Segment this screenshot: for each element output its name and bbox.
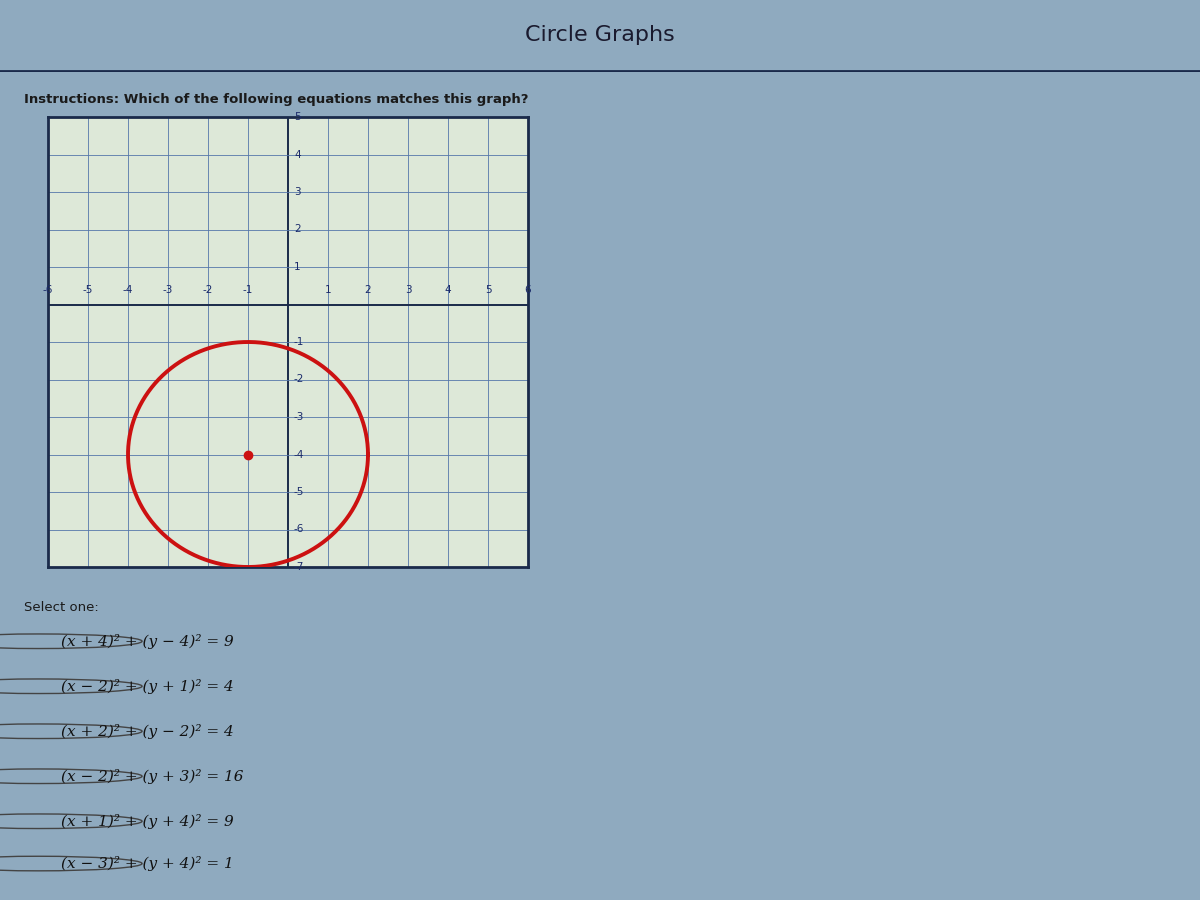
Text: Circle Graphs: Circle Graphs [526,24,674,45]
Text: -7: -7 [294,562,305,572]
Text: 5: 5 [485,285,491,295]
Text: (x − 2)² + (y + 3)² = 16: (x − 2)² + (y + 3)² = 16 [61,769,244,784]
Text: 5: 5 [294,112,301,122]
Text: -4: -4 [294,449,305,460]
Text: -2: -2 [294,374,305,384]
Text: -1: -1 [242,285,253,295]
Text: 6: 6 [524,285,532,295]
Text: Select one:: Select one: [24,601,98,614]
Text: -5: -5 [83,285,94,295]
Text: (x − 2)² + (y + 1)² = 4: (x − 2)² + (y + 1)² = 4 [61,679,234,694]
Text: Instructions: Which of the following equations matches this graph?: Instructions: Which of the following equ… [24,93,528,105]
Text: 3: 3 [294,187,301,197]
Text: (x + 1)² + (y + 4)² = 9: (x + 1)² + (y + 4)² = 9 [61,814,234,829]
Text: 4: 4 [294,149,301,159]
Text: -5: -5 [294,487,305,497]
Text: (x + 2)² + (y − 2)² = 4: (x + 2)² + (y − 2)² = 4 [61,724,234,739]
Text: 1: 1 [325,285,331,295]
Text: 4: 4 [445,285,451,295]
Text: 3: 3 [404,285,412,295]
Text: -4: -4 [122,285,133,295]
Text: 2: 2 [294,224,301,235]
Text: -3: -3 [294,412,305,422]
Text: 2: 2 [365,285,371,295]
Text: -6: -6 [294,525,305,535]
Text: (x + 4)² + (y − 4)² = 9: (x + 4)² + (y − 4)² = 9 [61,634,234,649]
Text: -3: -3 [163,285,173,295]
Text: -6: -6 [43,285,53,295]
Text: -1: -1 [294,337,305,347]
Text: 1: 1 [294,262,301,272]
Text: (x − 3)² + (y + 4)² = 1: (x − 3)² + (y + 4)² = 1 [61,856,234,871]
Text: -2: -2 [203,285,214,295]
